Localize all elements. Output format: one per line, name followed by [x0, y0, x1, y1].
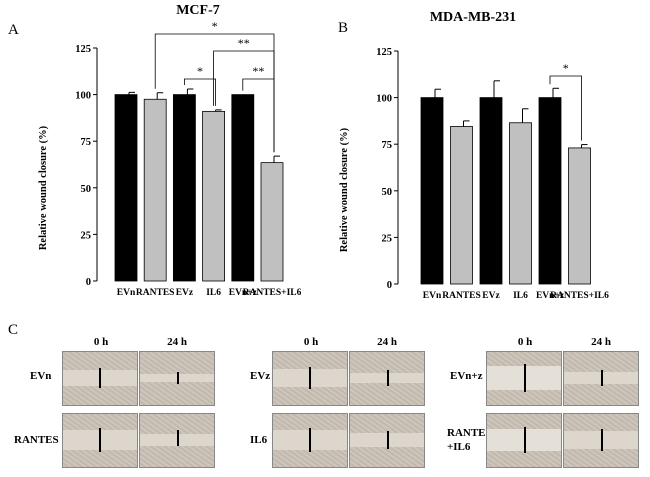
y-tick-label: 0	[387, 280, 392, 291]
bar	[143, 98, 167, 282]
significance-label: **	[252, 64, 264, 78]
significance-bracket	[184, 78, 216, 106]
x-tick-label: EVn+z	[229, 288, 258, 298]
bar	[114, 94, 138, 282]
bar	[450, 126, 473, 285]
wound-image	[62, 413, 138, 468]
chart-title: MDA-MB-231	[430, 10, 516, 25]
wound-image	[486, 351, 562, 406]
bar	[568, 147, 591, 285]
significance-label: **	[238, 36, 250, 50]
bar	[479, 97, 503, 285]
x-tick-label: IL6	[206, 288, 221, 298]
y-tick-label: 100	[376, 94, 392, 105]
row-label-evn-z: EVn+z	[450, 370, 483, 382]
time-header-24h: 24 h	[377, 336, 397, 348]
y-tick-label: 50	[382, 187, 393, 198]
row-label-rantes-il6: RANTES +IL6	[447, 427, 492, 453]
wound-image	[349, 413, 425, 468]
time-header-24h: 24 h	[591, 336, 611, 348]
bar	[538, 97, 562, 285]
x-tick-label: EVz	[176, 288, 194, 298]
significance-bracket	[549, 75, 582, 141]
wound-image	[272, 351, 348, 406]
significance-label: *	[197, 64, 203, 78]
bar	[509, 122, 532, 285]
wound-image	[563, 351, 639, 406]
significance-label: *	[212, 19, 218, 33]
wound-image	[486, 413, 562, 468]
row-label-evz: EVz	[250, 370, 271, 382]
row-label-rantes: RANTES	[14, 434, 59, 446]
y-tick-label: 100	[75, 91, 91, 102]
y-tick-label: 0	[86, 277, 91, 288]
panel-b-letter: B	[338, 20, 349, 36]
panel-c-letter: C	[8, 322, 19, 338]
bar	[420, 97, 444, 285]
y-tick-label: 75	[382, 140, 393, 151]
bar	[172, 94, 196, 282]
wound-image	[272, 413, 348, 468]
y-tick-label: 75	[81, 137, 92, 148]
x-tick-label: RANTES	[442, 291, 481, 301]
y-tick-label: 125	[376, 47, 392, 58]
panel-a-letter: A	[8, 22, 19, 38]
y-tick-label: 25	[382, 233, 393, 244]
x-tick-label: EVz	[482, 291, 500, 301]
wound-image	[563, 413, 639, 468]
bar	[231, 94, 255, 282]
y-tick-label: 25	[81, 230, 92, 241]
y-axis-label: Relative wound closure (%)	[339, 127, 350, 252]
time-header-24h: 24 h	[167, 336, 187, 348]
x-tick-label: IL6	[513, 291, 528, 301]
y-axis-label: Relative wound closure (%)	[38, 125, 49, 250]
chart-title: MCF-7	[176, 3, 220, 18]
time-header-0h: 0 h	[303, 336, 319, 348]
chart-mda-mb-231: MDA-MB-231 Relative wound closure (%) 0 2…	[339, 10, 609, 301]
time-header-0h: 0 h	[517, 336, 533, 348]
x-tick-label: EVn	[423, 291, 442, 301]
time-header-0h: 0 h	[93, 336, 109, 348]
y-tick-label: 50	[81, 184, 92, 195]
row-label-evn: EVn	[30, 370, 52, 382]
x-tick-label: RANTES	[136, 288, 175, 298]
x-tick-label: RANTES+IL6	[550, 291, 609, 301]
wound-image	[349, 351, 425, 406]
significance-label: *	[563, 61, 569, 75]
row-label-il6: IL6	[250, 434, 268, 446]
bar	[202, 110, 226, 282]
x-tick-label: RANTES+IL6	[243, 288, 302, 298]
y-tick-label: 125	[75, 44, 91, 55]
bar	[260, 162, 284, 282]
wound-image	[139, 351, 215, 406]
wound-image	[62, 351, 138, 406]
significance-bracket	[242, 78, 275, 153]
chart-mcf7: MCF-7 Relative wound closure (%) 0 25 50 75…	[38, 3, 302, 298]
x-tick-label: EVn	[117, 288, 136, 298]
wound-image	[139, 413, 215, 468]
x-tick-label: EVn+z	[536, 291, 565, 301]
